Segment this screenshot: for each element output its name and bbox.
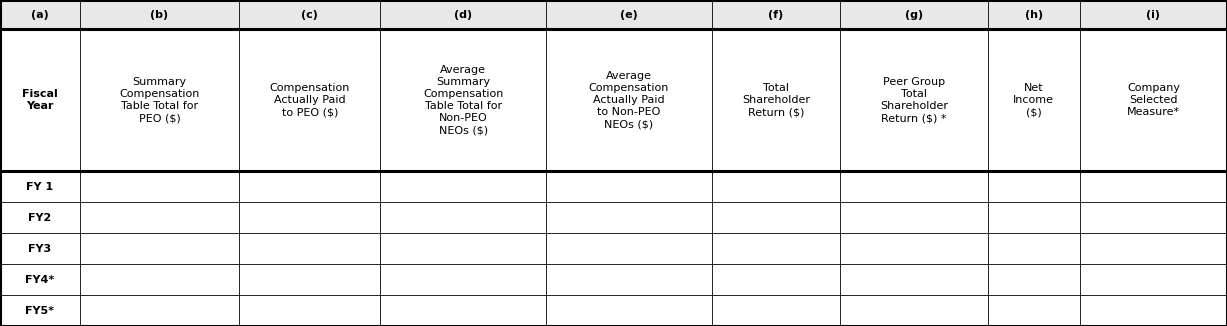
Text: (e): (e): [620, 10, 638, 20]
Text: FY3: FY3: [28, 244, 52, 254]
Text: (b): (b): [151, 10, 168, 20]
Text: (h): (h): [1025, 10, 1043, 20]
Bar: [0, 171, 1227, 326]
Text: Summary
Compensation
Table Total for
PEO ($): Summary Compensation Table Total for PEO…: [119, 77, 200, 123]
Text: Compensation
Actually Paid
to PEO ($): Compensation Actually Paid to PEO ($): [270, 83, 350, 117]
Text: Total
Shareholder
Return ($): Total Shareholder Return ($): [742, 83, 810, 117]
Text: FY2: FY2: [28, 213, 52, 223]
Text: Peer Group
Total
Shareholder
Return ($) *: Peer Group Total Shareholder Return ($) …: [880, 77, 948, 123]
Text: Company
Selected
Measure*: Company Selected Measure*: [1126, 83, 1180, 117]
Text: (i): (i): [1146, 10, 1161, 20]
Text: FY5*: FY5*: [26, 305, 54, 316]
Bar: [0, 29, 1227, 171]
Text: Fiscal
Year: Fiscal Year: [22, 89, 58, 111]
Text: Average
Summary
Compensation
Table Total for
Non-PEO
NEOs ($): Average Summary Compensation Table Total…: [423, 65, 503, 135]
Text: (a): (a): [31, 10, 49, 20]
Text: Average
Compensation
Actually Paid
to Non-PEO
NEOs ($): Average Compensation Actually Paid to No…: [589, 71, 669, 129]
Text: FY 1: FY 1: [26, 182, 54, 192]
Text: (f): (f): [768, 10, 784, 20]
Text: (g): (g): [906, 10, 923, 20]
Text: (c): (c): [302, 10, 318, 20]
Text: (d): (d): [454, 10, 472, 20]
Bar: [0, 0, 1227, 29]
Text: FY4*: FY4*: [26, 274, 54, 285]
Text: Net
Income
($): Net Income ($): [1014, 83, 1054, 117]
